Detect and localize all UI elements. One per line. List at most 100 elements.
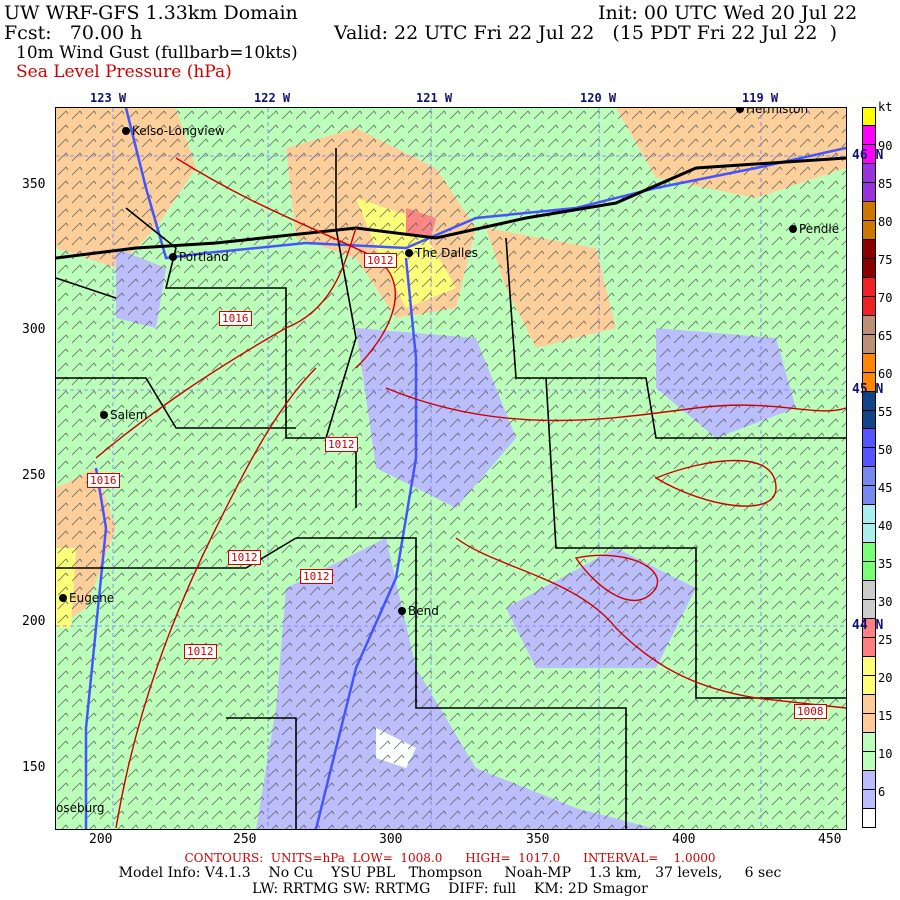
colorbar-swatch [862, 600, 876, 620]
contour-label: 1012 [364, 253, 397, 268]
colorbar-label: 40 [878, 518, 893, 533]
city-marker: Bend [398, 604, 439, 618]
city-marker: Salem [100, 408, 147, 422]
contour-info: CONTOURS: UNITS=hPa LOW= 1008.0 HIGH= 10… [184, 851, 716, 865]
forecast-hour: Fcst: 70.00 h [4, 22, 143, 44]
x-tick: 200 [89, 832, 113, 847]
color-bar [862, 107, 876, 828]
colorbar-swatch [862, 182, 876, 202]
y-tick: 150 [22, 760, 46, 775]
colorbar-label: 85 [878, 177, 893, 192]
colorbar-label: 80 [878, 215, 893, 230]
colorbar-swatch [862, 486, 876, 506]
colorbar-swatch [862, 467, 876, 487]
colorbar-swatch [862, 448, 876, 468]
city-marker: Pendle [789, 222, 839, 236]
colorbar-label: 55 [878, 405, 893, 420]
graticule [56, 108, 846, 829]
city-dot-icon [736, 108, 744, 113]
colorbar-label: 90 [878, 139, 893, 154]
colorbar-label: 50 [878, 443, 893, 458]
colorbar-swatch [862, 714, 876, 733]
colorbar-swatch [862, 163, 876, 183]
colorbar-label: 60 [878, 367, 893, 382]
x-tick: 300 [379, 832, 403, 847]
colorbar-swatch [862, 201, 876, 221]
colorbar-swatch [862, 770, 876, 790]
colorbar-label: 45 [878, 480, 893, 495]
colorbar-swatch [862, 562, 876, 582]
colorbar-swatch [862, 676, 876, 696]
colorbar-swatch [862, 277, 876, 297]
city-dot-icon [100, 411, 108, 419]
lon-label: 122 W [254, 91, 291, 105]
model-info: Model Info: V4.1.3 No Cu YSU PBL Thompso… [118, 865, 782, 881]
field-wind-gust: 10m Wind Gust (fullbarb=10kts) [16, 43, 298, 63]
x-tick: 450 [818, 832, 842, 847]
colorbar-swatch [862, 789, 876, 809]
city-marker: Eugene [59, 591, 114, 605]
city-dot-icon [398, 607, 406, 615]
contour-label: 1016 [219, 311, 252, 326]
wind-barbs [56, 108, 846, 829]
colorbar-swatch [862, 505, 876, 525]
lat-label: 44 N [852, 618, 884, 633]
city-dot-icon [59, 594, 67, 602]
physics-info: LW: RRTMG SW: RRTMG DIFF: full KM: 2D Sm… [252, 881, 648, 897]
colorbar-swatch [862, 808, 876, 828]
lat-label: 45 N [852, 382, 884, 397]
colorbar-swatch [862, 751, 876, 771]
contour-label: 1012 [184, 644, 217, 659]
city-dot-icon [169, 253, 177, 261]
colorbar-swatch [862, 315, 876, 335]
init-time: Init: 00 UTC Wed 20 Jul 22 [598, 2, 858, 24]
field-slp: Sea Level Pressure (hPa) [16, 62, 232, 82]
colorbar-label: 6 [878, 784, 886, 799]
colorbar-swatch [862, 107, 876, 126]
colorbar-swatch [862, 372, 876, 392]
colorbar-swatch [862, 353, 876, 373]
colorbar-swatch [862, 524, 876, 544]
colorbar-swatch [862, 239, 876, 259]
colorbar-label: 20 [878, 670, 893, 685]
colorbar-swatch [862, 220, 876, 240]
x-tick: 250 [233, 832, 257, 847]
colorbar-label: 35 [878, 556, 893, 571]
state-border [56, 156, 846, 260]
city-marker: Kelso-Longview [122, 124, 225, 138]
y-tick: 300 [22, 322, 46, 337]
lon-label: 123 W [90, 91, 127, 105]
colorbar-swatch [862, 125, 876, 145]
map-panel: Kelso-Longview Portland The Dalles Pendl… [55, 107, 847, 830]
contour-label: 1012 [300, 569, 333, 584]
map-title: UW WRF-GFS 1.33km Domain [4, 2, 298, 24]
contour-label: 1012 [325, 437, 358, 452]
colorbar-swatch [862, 144, 876, 164]
colorbar-label: 30 [878, 594, 893, 609]
city-dot-icon [405, 249, 413, 257]
city-marker: oseburg [56, 801, 105, 815]
y-tick: 250 [22, 468, 46, 483]
colorbar-label: 25 [878, 632, 893, 647]
colorbar-swatch [862, 581, 876, 601]
x-tick: 400 [672, 832, 696, 847]
colorbar-swatch [862, 657, 876, 677]
lat-label: 46 N [852, 148, 884, 163]
colorbar-swatch [862, 391, 876, 411]
lon-label: 121 W [416, 91, 453, 105]
slp-contours [95, 157, 846, 829]
colorbar-swatch [862, 258, 876, 278]
colorbar-label: 65 [878, 329, 893, 344]
colorbar-unit: kt [878, 100, 893, 114]
contour-label: 1008 [794, 704, 827, 719]
colorbar-swatch [862, 543, 876, 563]
y-tick: 200 [22, 614, 46, 629]
colorbar-label: 70 [878, 291, 893, 306]
colorbar-swatch [862, 410, 876, 430]
city-dot-icon [122, 127, 130, 135]
contour-label: 1012 [228, 550, 261, 565]
colorbar-swatch [862, 732, 876, 752]
lon-label: 119 W [742, 91, 779, 105]
city-dot-icon [789, 225, 797, 233]
y-tick: 350 [22, 177, 46, 192]
